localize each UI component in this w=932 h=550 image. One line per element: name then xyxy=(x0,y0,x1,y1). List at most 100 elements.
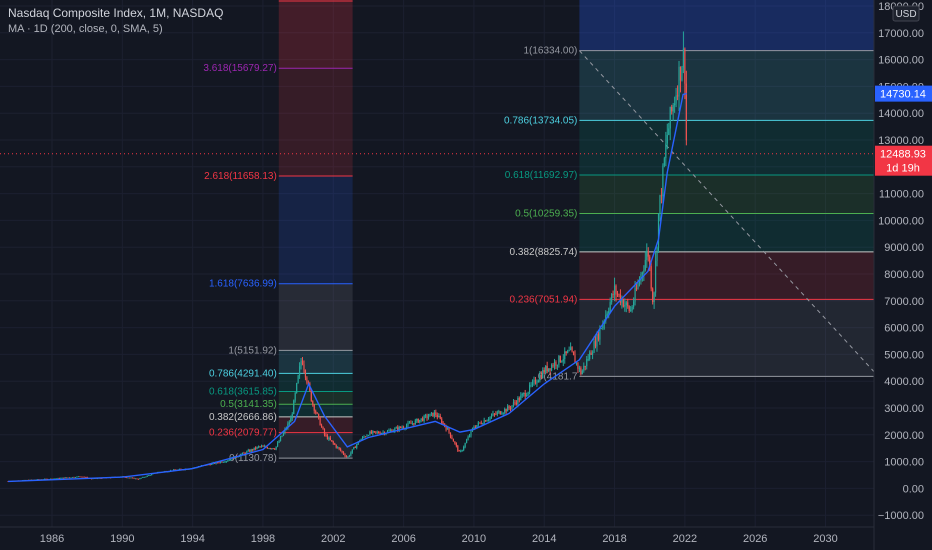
candle-body xyxy=(335,444,337,448)
candle-body xyxy=(304,370,307,378)
candle-body xyxy=(367,435,370,437)
candle-body xyxy=(682,48,685,68)
candle-body xyxy=(468,435,471,437)
candle-body xyxy=(675,95,677,104)
ma-line[interactable] xyxy=(8,92,687,483)
candle-body xyxy=(79,476,81,478)
candle-body xyxy=(178,469,181,470)
candle-body xyxy=(621,299,623,303)
fib-level-label: 0.382(8825.74) xyxy=(510,247,578,258)
x-tick-label: 2030 xyxy=(813,533,837,545)
candle-body xyxy=(493,413,496,415)
candle-body xyxy=(527,392,529,396)
candle-body xyxy=(449,432,452,437)
y-tick-label: 5000.00 xyxy=(884,349,924,361)
candle-body xyxy=(61,477,63,479)
currency-badge[interactable] xyxy=(892,5,920,22)
candle-body xyxy=(489,416,491,420)
candle-body xyxy=(398,426,400,431)
candle-body xyxy=(502,412,504,414)
y-tick-label: 2000.00 xyxy=(884,430,924,442)
candle-body xyxy=(357,441,359,445)
candle-body xyxy=(328,437,330,440)
candle-body xyxy=(278,441,280,443)
x-axis-bar[interactable] xyxy=(0,527,932,550)
candle-body xyxy=(70,477,72,479)
candle-body xyxy=(480,422,482,424)
candle-body xyxy=(596,333,598,347)
candle-body xyxy=(594,341,597,347)
candle-body xyxy=(360,439,362,441)
candle-body xyxy=(397,427,399,431)
fib-level-label: 0(1130.78) xyxy=(229,453,277,464)
candle-body xyxy=(136,478,138,480)
candle-body xyxy=(332,441,334,444)
fib-zone xyxy=(278,283,353,351)
candle-body xyxy=(611,294,613,303)
candle-body xyxy=(507,406,509,412)
candle-body xyxy=(71,476,74,478)
candle-body xyxy=(382,432,384,434)
fib-trend-line[interactable] xyxy=(579,50,879,377)
candle-body xyxy=(253,447,255,451)
candle-body xyxy=(461,450,463,451)
x-tick-label: 1990 xyxy=(110,533,134,545)
candle-body xyxy=(609,302,611,312)
candle-body xyxy=(369,431,371,436)
candle-body xyxy=(293,400,295,415)
candle-body xyxy=(351,449,353,453)
indicator-legend[interactable]: MA · 1D (200, close, 0, SMA, 5) xyxy=(8,23,163,35)
candle-body xyxy=(312,401,314,405)
fibonacci-retracements[interactable]: 0(1130.78) 0.236(2079.77) 0.382(2666.86) 0.… xyxy=(203,0,879,464)
candle-body xyxy=(227,460,229,462)
candle-body xyxy=(643,270,645,273)
candle-body xyxy=(622,299,624,307)
candle-body xyxy=(583,365,585,371)
moving-average-series[interactable] xyxy=(8,92,687,483)
candle-body xyxy=(381,433,383,435)
candle-body xyxy=(300,360,302,367)
candle-body xyxy=(505,409,507,412)
candle-body xyxy=(376,432,378,433)
candle-body xyxy=(533,379,535,382)
candle-body xyxy=(685,83,687,141)
candle-body xyxy=(74,477,77,479)
candle-body xyxy=(485,420,487,422)
candle-body xyxy=(345,456,348,457)
candle-body xyxy=(230,459,232,461)
candle-body xyxy=(490,415,493,417)
candle-body xyxy=(347,456,349,458)
candle-body xyxy=(310,390,312,402)
candle-body xyxy=(616,293,619,295)
candle-body xyxy=(407,422,409,426)
candle-body xyxy=(581,370,583,375)
candle-body xyxy=(575,362,578,364)
fib-level-label: 0.236(2079.77) xyxy=(209,428,277,439)
candle-body xyxy=(613,285,616,295)
fib-level-label: 0.618(3615.85) xyxy=(209,386,277,397)
candle-body xyxy=(498,411,500,413)
fib-zone xyxy=(579,251,879,300)
chart-title[interactable]: Nasdaq Composite Index, 1M, NASDAQ xyxy=(8,6,224,20)
candle-body xyxy=(49,478,52,480)
candle-body xyxy=(487,419,490,421)
candle-body xyxy=(646,250,648,260)
candle-body xyxy=(492,413,494,416)
candle-body xyxy=(395,427,397,429)
candle-body xyxy=(465,440,468,444)
y-tick-label: 11000.00 xyxy=(879,189,924,201)
candle-body xyxy=(137,478,140,480)
candle-body xyxy=(546,365,548,372)
candle-body xyxy=(518,398,520,401)
candle-body xyxy=(676,95,679,97)
y-tick-label: 14000.00 xyxy=(878,108,924,120)
candle-body xyxy=(586,359,588,367)
candle-body xyxy=(423,415,425,421)
candle-body xyxy=(597,333,600,340)
candle-body xyxy=(606,313,608,316)
y-tick-label: 4000.00 xyxy=(884,376,924,388)
x-tick-label: 1986 xyxy=(40,533,64,545)
candle-body xyxy=(246,451,248,454)
